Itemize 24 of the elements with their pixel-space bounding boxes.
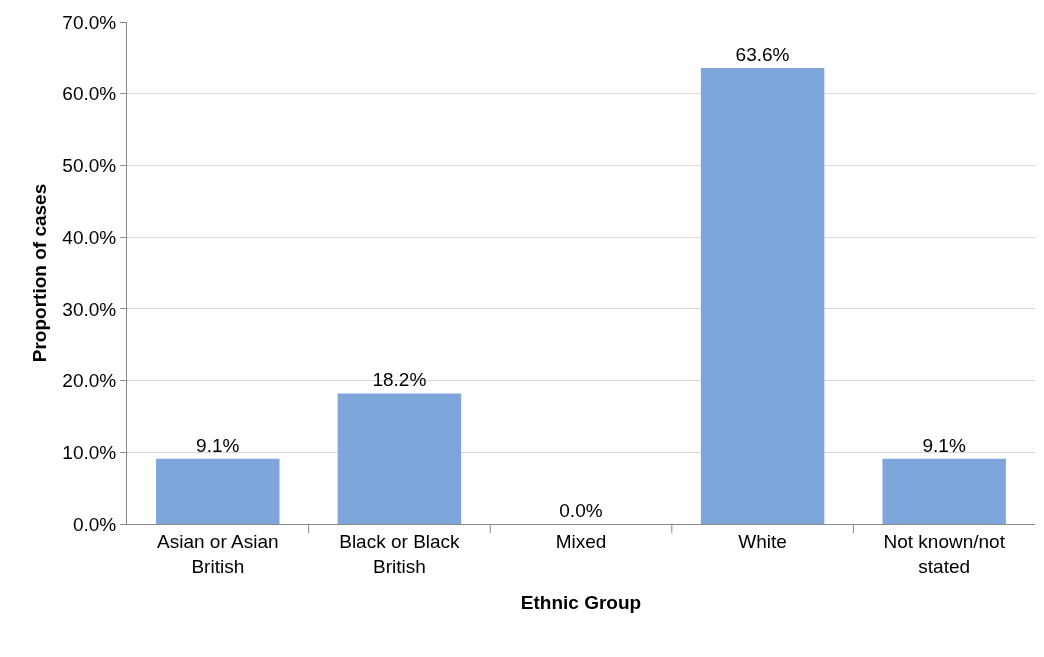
data-label: 63.6% [735,43,790,65]
x-tick-label: Not known/not stated [883,530,1006,577]
y-tick-label: 0.0% [72,513,117,535]
y-axis-title: Proportion of cases [29,183,51,363]
data-label: 9.1% [196,434,240,456]
bar [700,67,825,524]
x-tick-label: Mixed [555,530,607,552]
bar [337,393,462,524]
bar [156,458,280,524]
y-tick-label: 10.0% [62,441,117,463]
data-label: 9.1% [922,434,966,456]
x-tick-label: White [738,530,787,552]
bar [882,458,1006,524]
y-tick-label: 20.0% [62,370,117,392]
y-tick-label: 60.0% [62,83,117,105]
data-label: 18.2% [372,369,427,391]
y-tick-label: 70.0% [62,11,117,33]
x-tick-label: Black or Black British [339,530,461,577]
x-tick-label: Asian or Asian British [157,530,279,577]
y-tick-label: 50.0% [62,155,117,177]
y-tick-label: 30.0% [62,298,117,320]
y-tick-label: 40.0% [62,226,117,248]
x-axis-title: Ethnic Group [520,592,642,614]
data-label: 0.0% [559,500,603,521]
